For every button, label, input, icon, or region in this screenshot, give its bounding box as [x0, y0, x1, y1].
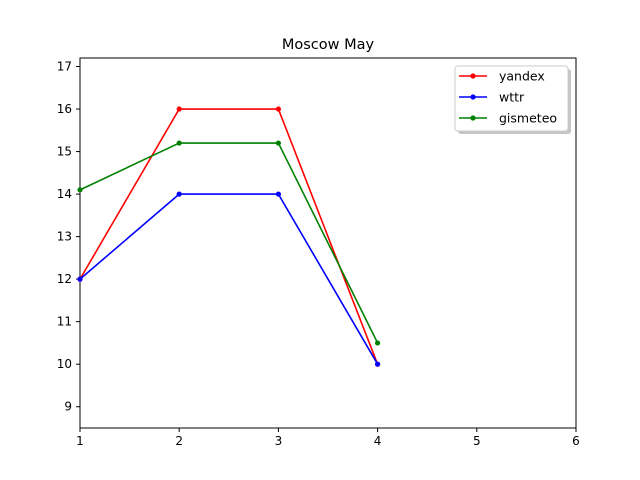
- data-point-gismeteo: [77, 187, 83, 193]
- data-point-wttr: [275, 191, 281, 197]
- legend-marker: [470, 115, 476, 121]
- data-point-gismeteo: [375, 340, 381, 346]
- series-line-wttr: [79, 193, 379, 365]
- x-tick-label: 4: [374, 434, 382, 448]
- y-tick-label: 14: [57, 187, 72, 201]
- legend-label: yandex: [499, 69, 545, 84]
- legend-item-gismeteo: gismeteo: [459, 111, 557, 126]
- data-point-wttr: [176, 191, 182, 197]
- legend-box: [454, 65, 569, 132]
- data-point-yandex: [176, 106, 182, 112]
- y-axis: 9 10 11 12 13 14 15 16 17: [57, 60, 80, 414]
- series-line-yandex: [79, 108, 379, 365]
- data-point-yandex: [275, 106, 281, 112]
- data-point-gismeteo: [176, 140, 182, 146]
- data-point-wttr: [375, 361, 381, 367]
- legend-item-wttr: wttr: [459, 90, 525, 105]
- series-line-gismeteo: [79, 142, 379, 344]
- y-tick-label: 9: [64, 400, 72, 414]
- y-tick-label: 16: [57, 102, 72, 116]
- y-tick-label: 13: [57, 230, 72, 244]
- y-tick-label: 15: [57, 145, 72, 159]
- series-layer: [77, 106, 381, 367]
- data-point-wttr: [77, 276, 83, 282]
- chart-title: Moscow May: [282, 37, 375, 53]
- legend-label: gismeteo: [499, 111, 557, 126]
- x-axis: 1 2 3 4 5 6: [76, 428, 580, 448]
- y-tick-label: 11: [57, 315, 72, 329]
- x-tick-label: 6: [572, 434, 580, 448]
- y-tick-label: 12: [57, 272, 72, 286]
- legend-item-yandex: yandex: [459, 69, 545, 84]
- legend-marker: [470, 94, 476, 100]
- legend-label: wttr: [499, 90, 525, 105]
- data-point-gismeteo: [275, 140, 281, 146]
- x-tick-label: 5: [473, 434, 481, 448]
- y-tick-label: 17: [57, 60, 72, 74]
- legend-marker: [470, 73, 476, 79]
- series-wttr: [77, 191, 381, 367]
- x-tick-label: 1: [76, 434, 84, 448]
- x-tick-label: 2: [175, 434, 183, 448]
- series-gismeteo: [77, 140, 381, 346]
- legend: yandex wttr gismeteo: [454, 65, 571, 134]
- y-tick-label: 10: [57, 357, 72, 371]
- x-tick-label: 3: [275, 434, 283, 448]
